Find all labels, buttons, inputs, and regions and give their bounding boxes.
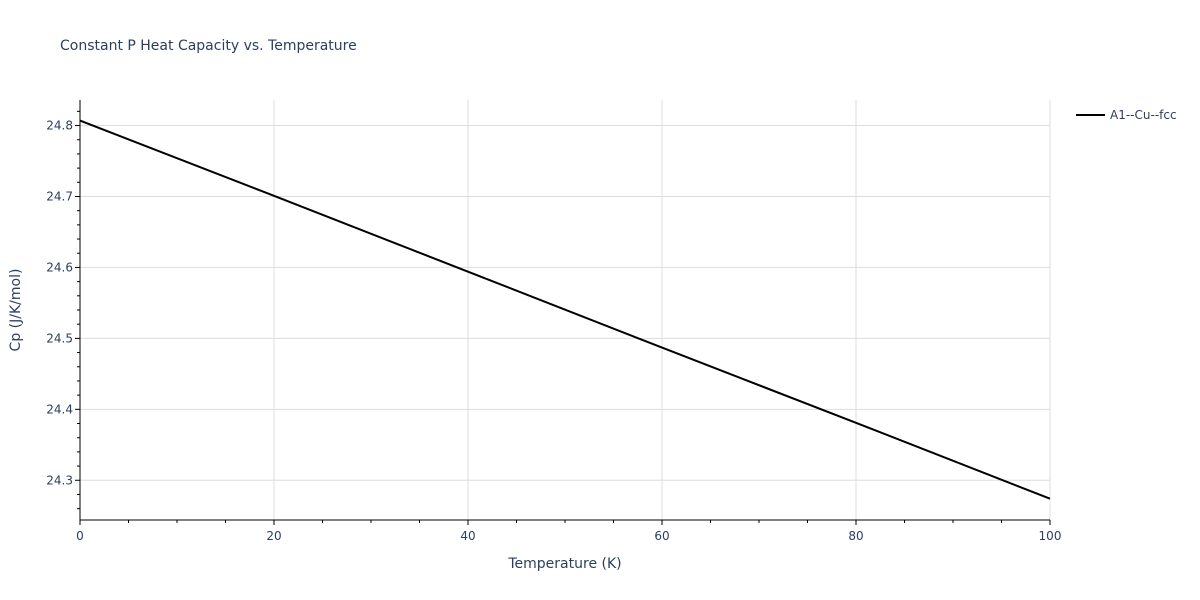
ticks: 0 20 40 60 80 100 24.3 24.4 24.5 24.6 24.7 24.8 [46,110,1062,543]
x-axis-title: Temperature (K) [507,556,621,572]
y-tick-label: 24.4 [46,402,73,416]
chart-title: Constant P Heat Capacity vs. Temperature [60,38,357,54]
x-tick-label: 60 [654,529,669,543]
series-line [79,119,1051,500]
legend[interactable]: A1--Cu--fcc [1076,108,1177,122]
y-tick-label: 24.7 [46,189,73,203]
x-tick-label: 100 [1039,529,1062,543]
y-tick-label: 24.5 [46,331,73,345]
y-tick-label: 24.6 [46,260,73,274]
plot-area [79,119,1051,500]
y-axis-title: Cp (J/K/mol) [8,269,24,352]
y-tick-label: 24.3 [46,473,73,487]
x-tick-label: 80 [848,529,863,543]
y-tick-label: 24.8 [46,119,73,133]
x-tick-label: 20 [266,529,281,543]
x-tick-label: 0 [76,529,84,543]
x-tick-label: 40 [460,529,475,543]
grid [80,100,1051,520]
legend-label: A1--Cu--fcc [1110,108,1177,122]
